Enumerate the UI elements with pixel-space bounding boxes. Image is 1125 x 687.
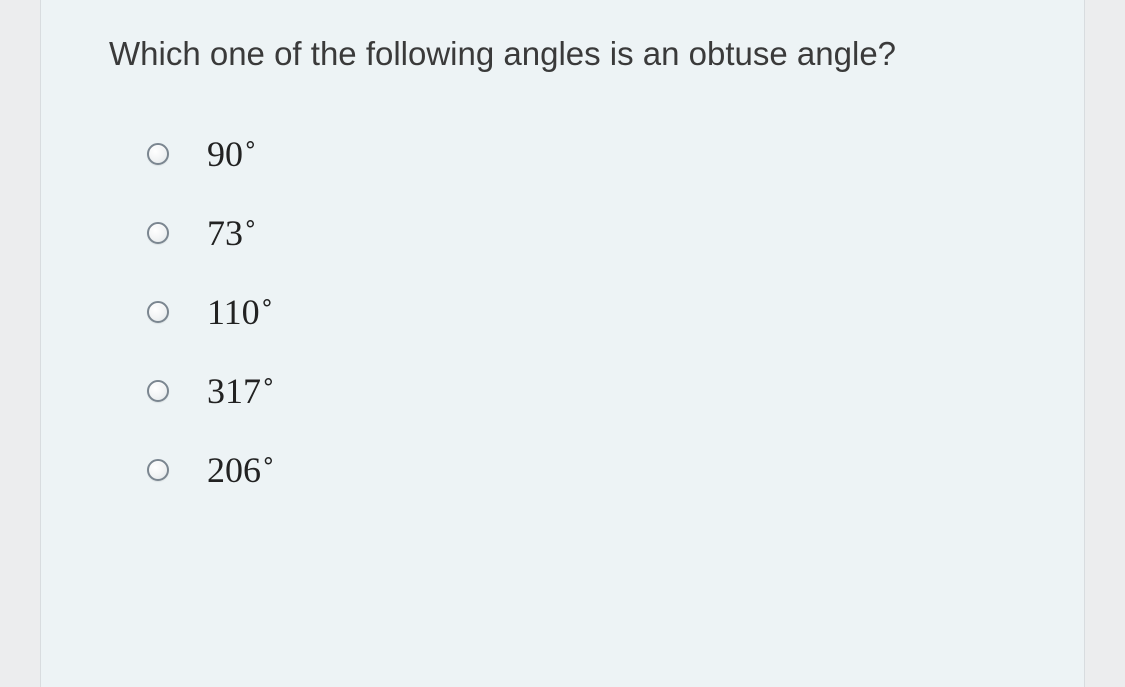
radio-icon[interactable] xyxy=(147,143,169,165)
option-label: 206∘ xyxy=(207,451,276,488)
option-label: 73∘ xyxy=(207,214,258,251)
radio-icon[interactable] xyxy=(147,301,169,323)
radio-icon[interactable] xyxy=(147,459,169,481)
option-row[interactable]: 90∘ xyxy=(147,135,1016,172)
radio-icon[interactable] xyxy=(147,380,169,402)
question-card: Which one of the following angles is an … xyxy=(40,0,1085,687)
option-row[interactable]: 317∘ xyxy=(147,372,1016,409)
option-row[interactable]: 73∘ xyxy=(147,214,1016,251)
option-label: 317∘ xyxy=(207,372,276,409)
options-list: 90∘ 73∘ 110∘ 317∘ 206∘ xyxy=(109,135,1016,488)
option-label: 90∘ xyxy=(207,135,258,172)
option-label: 110∘ xyxy=(207,293,274,330)
question-text: Which one of the following angles is an … xyxy=(109,28,1016,79)
option-row[interactable]: 206∘ xyxy=(147,451,1016,488)
option-row[interactable]: 110∘ xyxy=(147,293,1016,330)
radio-icon[interactable] xyxy=(147,222,169,244)
